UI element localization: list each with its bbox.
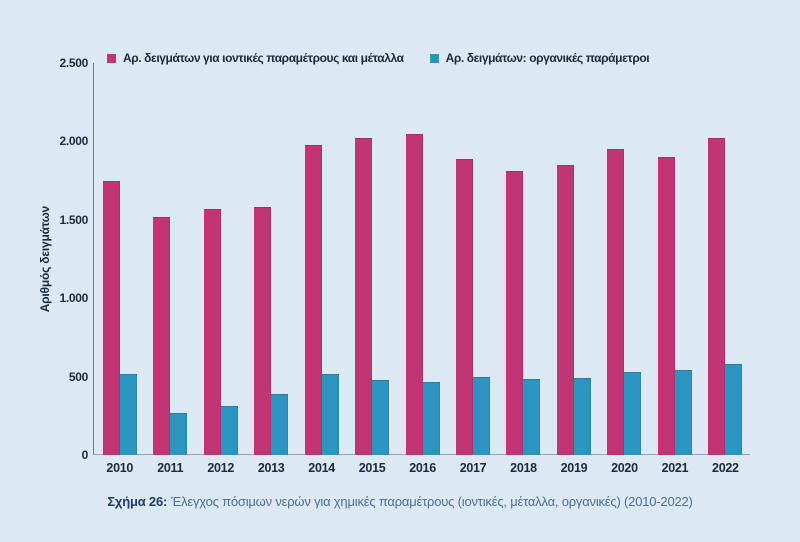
legend-marker-organic-icon xyxy=(429,53,439,63)
bar-ionic-metals-2015 xyxy=(355,138,373,455)
bar-organic-2021 xyxy=(674,370,692,455)
bar-ionic-metals-2022 xyxy=(708,138,726,455)
bar-group-2013 xyxy=(246,207,296,455)
legend-label-organic: Αρ. δειγμάτων: οργανικές παράμετροι xyxy=(445,51,650,65)
x-axis-label-2022: 2022 xyxy=(712,461,739,475)
legend-item-ionic-metals: Αρ. δειγμάτων για ιοντικές παραμέτρους κ… xyxy=(107,51,404,65)
figure-caption: Σχήμα 26: Έλεγχος πόσιμων νερών για χημικ… xyxy=(0,494,800,509)
y-axis-tick-label: 1.000 xyxy=(59,291,88,305)
bar-organic-2022 xyxy=(725,364,743,455)
x-axis-label-2018: 2018 xyxy=(510,461,537,475)
bar-organic-2014 xyxy=(321,374,339,455)
legend-item-organic: Αρ. δειγμάτων: οργανικές παράμετροι xyxy=(429,51,650,65)
x-axis-label-2016: 2016 xyxy=(409,461,436,475)
y-axis-title: Αριθμός δειγμάτων xyxy=(36,63,54,455)
x-axis-label-2020: 2020 xyxy=(611,461,638,475)
bar-group-2015 xyxy=(347,138,397,455)
y-axis-tick-label: 2.500 xyxy=(59,56,88,70)
bar-group-2016 xyxy=(397,133,447,455)
legend-label-ionic-metals: Αρ. δειγμάτων για ιοντικές παραμέτρους κ… xyxy=(123,51,404,65)
bar-ionic-metals-2013 xyxy=(254,207,272,455)
x-axis-labels: 2010 2011 2012 2013 2014 2015 2016 2017 2018 2019… xyxy=(95,461,751,475)
bar-group-2018 xyxy=(498,171,548,455)
x-axis-label-2021: 2021 xyxy=(661,461,689,475)
y-axis-tick-label: 0 xyxy=(81,448,89,462)
y-axis-title-text: Αριθμός δειγμάτων xyxy=(38,205,52,313)
bar-group-2019 xyxy=(549,164,599,455)
y-axis-tick-label: 2.000 xyxy=(59,134,88,148)
bar-group-2014 xyxy=(296,144,346,455)
bar-ionic-metals-2019 xyxy=(556,164,574,455)
bar-group-2020 xyxy=(599,149,649,455)
bar-organic-2010 xyxy=(119,374,137,455)
bar-ionic-metals-2011 xyxy=(153,216,171,455)
bar-group-2010 xyxy=(95,180,145,455)
x-axis-label-2010: 2010 xyxy=(106,461,134,475)
x-axis-label-2012: 2012 xyxy=(207,461,234,475)
x-axis-label-2011: 2011 xyxy=(157,461,184,475)
bar-ionic-metals-2020 xyxy=(607,149,625,455)
bar-ionic-metals-2014 xyxy=(304,144,322,455)
bar-group-2021 xyxy=(650,157,700,455)
bar-organic-2019 xyxy=(573,378,591,455)
bar-organic-2011 xyxy=(170,413,188,455)
y-axis-tick-label: 1.500 xyxy=(59,213,88,227)
x-axis-label-2013: 2013 xyxy=(257,461,285,475)
y-axis-tick-label: 500 xyxy=(68,370,88,384)
bar-ionic-metals-2016 xyxy=(405,133,423,455)
bar-organic-2018 xyxy=(523,379,541,455)
bar-ionic-metals-2010 xyxy=(102,180,120,455)
figure-caption-number: Σχήμα 26: xyxy=(107,494,168,509)
bar-group-2011 xyxy=(145,216,195,455)
legend: Αρ. δειγμάτων για ιοντικές παραμέτρους κ… xyxy=(107,51,650,65)
bar-ionic-metals-2017 xyxy=(456,158,474,455)
bar-organic-2013 xyxy=(271,393,289,455)
x-axis-label-2014: 2014 xyxy=(308,461,335,475)
bar-group-2017 xyxy=(448,158,498,455)
bar-organic-2016 xyxy=(422,382,440,455)
bar-groups xyxy=(95,63,751,455)
bar-group-2022 xyxy=(700,138,750,455)
bar-organic-2017 xyxy=(473,377,491,455)
bar-group-2012 xyxy=(195,208,245,455)
x-axis-label-2015: 2015 xyxy=(358,461,386,475)
bar-ionic-metals-2021 xyxy=(657,157,675,455)
bar-organic-2012 xyxy=(220,405,238,455)
x-axis-label-2019: 2019 xyxy=(560,461,588,475)
bar-ionic-metals-2018 xyxy=(506,171,524,455)
legend-marker-ionic-metals-icon xyxy=(107,53,116,63)
x-axis-label-2017: 2017 xyxy=(459,461,487,475)
bar-organic-2015 xyxy=(372,379,390,455)
bar-ionic-metals-2012 xyxy=(203,208,221,455)
bar-organic-2020 xyxy=(624,371,642,455)
figure-caption-text: Έλεγχος πόσιμων νερών για χημικές παραμέ… xyxy=(171,494,693,509)
